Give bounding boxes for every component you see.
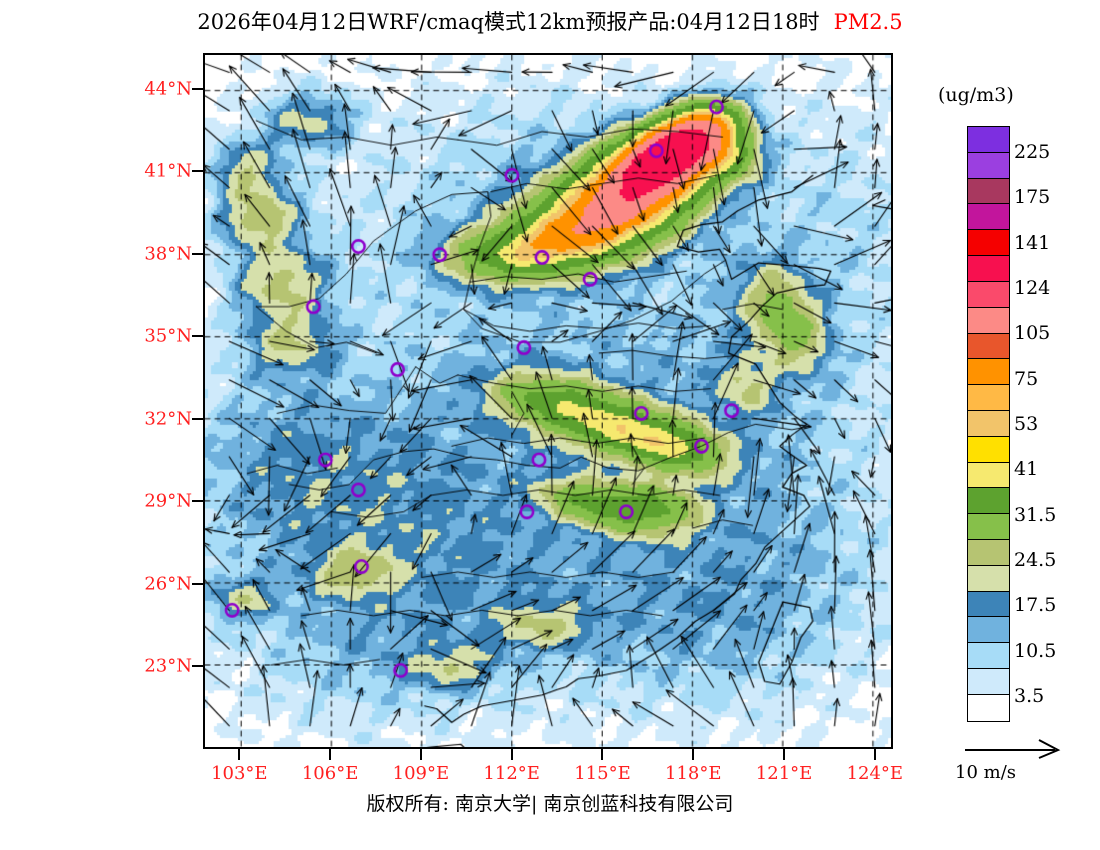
colorbar-band [968,436,1009,463]
lon-tick-label: 124°E [846,763,904,784]
chart-title: 2026年04月12日WRF/cmaq模式12km预报产品:04月12日18时 P… [0,6,1100,36]
lat-tick-label: 38°N [144,243,192,265]
latitude-axis: 44°N 41°N 38°N 35°N 32°N 29°N 26°N 23°N [120,53,203,749]
colorbar-tick-label: 225 [1014,140,1051,163]
colorbar-band [968,617,1009,644]
colorbar-units-label: (ug/m3) [938,84,1014,106]
title-species-text: PM2.5 [833,10,903,34]
copyright-notice: 版权所有: 南京大学| 南京创蓝科技有限公司 [366,793,734,815]
lat-tick-mark [192,252,203,255]
lat-tick-mark [192,582,203,585]
colorbar-band [968,333,1009,360]
colorbar-band [968,230,1009,257]
wind-arrow-icon [965,739,1061,759]
colorbar-band [968,127,1009,153]
title-main-text: 2026年04月12日WRF/cmaq模式12km预报产品:04月12日18时 [197,10,820,34]
wind-vector-legend: 10 m/s [955,738,1095,790]
lat-tick-label: 35°N [144,325,192,347]
colorbar-band [968,462,1009,489]
colorbar-tick-label: 3.5 [1014,685,1045,708]
colorbar-tick-label: 31.5 [1014,503,1057,526]
colorbar-band [968,204,1009,231]
colorbar-band [968,643,1009,670]
lon-tick-label: 115°E [574,763,631,784]
lon-tick-label: 106°E [301,763,359,784]
lat-tick-label: 32°N [144,408,192,430]
lat-tick-label: 23°N [144,655,192,677]
colorbar-band [968,694,1009,721]
colorbar-band [968,256,1009,282]
colorbar-tick-label: 124 [1014,276,1051,299]
lon-tick-label: 121°E [755,763,813,784]
colorbar-band [968,385,1009,411]
map-plot-area[interactable] [203,53,893,749]
colorbar-band [968,307,1009,334]
colorbar-band [968,540,1009,566]
colorbar-tick-labels: 225 175 141 124 105 75 53 41 31.5 24.5 17.5 10.5 3.5 [1014,126,1094,722]
lat-tick-label: 26°N [144,573,192,595]
colorbar-band [968,152,1009,179]
lat-tick-label: 29°N [144,490,192,512]
lat-tick-mark [192,417,203,420]
lat-tick-label: 44°N [144,78,192,100]
colorbar-band [968,359,1009,386]
lon-tick-label: 109°E [392,763,450,784]
pm25-concentration-map [205,55,891,747]
lat-tick-mark [192,87,203,90]
colorbar-tick-label: 17.5 [1014,594,1057,617]
colorbar[interactable] [967,126,1010,722]
colorbar-tick-label: 175 [1014,186,1051,209]
colorbar-tick-label: 24.5 [1014,549,1057,572]
lon-tick-label: 118°E [665,763,722,784]
colorbar-tick-label: 10.5 [1014,639,1057,662]
colorbar-tick-label: 53 [1014,413,1039,435]
colorbar-tick-label: 41 [1014,458,1039,481]
colorbar-tick-label: 105 [1014,322,1051,345]
colorbar-band [968,669,1009,695]
lon-tick-label: 112°E [483,763,540,784]
colorbar-band [968,410,1009,437]
colorbar-band [968,281,1009,308]
colorbar-band [968,514,1009,540]
colorbar-tick-label: 75 [1014,367,1039,390]
colorbar-band [968,565,1009,592]
lat-tick-mark [192,665,203,668]
lat-tick-mark [192,170,203,173]
lat-tick-label: 41°N [144,160,192,182]
colorbar-band [968,178,1009,205]
lat-tick-mark [192,335,203,338]
colorbar-band [968,591,1009,618]
colorbar-tick-label: 141 [1014,231,1051,254]
wind-legend-label: 10 m/s [955,762,1016,783]
lat-tick-mark [192,500,203,503]
lon-tick-label: 103°E [211,763,268,784]
longitude-axis: 103°E 106°E 109°E 112°E 115°E 118°E 121°E 124°E [203,749,903,785]
colorbar-band [968,488,1009,515]
